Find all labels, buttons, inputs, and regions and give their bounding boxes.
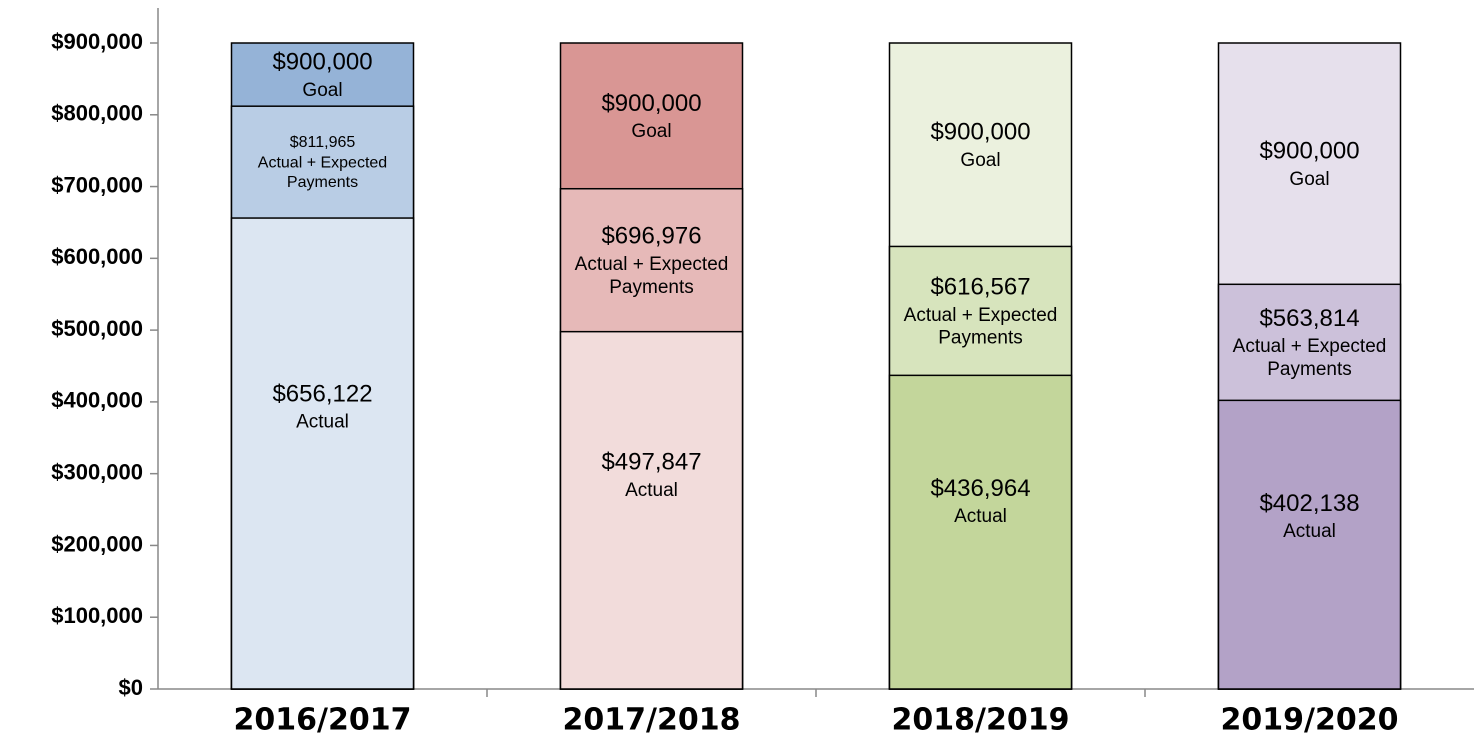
y-tick-label: $700,000 bbox=[51, 172, 143, 197]
data-label: $900,000 bbox=[601, 90, 701, 117]
y-tick-label: $400,000 bbox=[51, 388, 143, 413]
data-label: $656,122 bbox=[272, 380, 372, 407]
y-tick-label: $300,000 bbox=[51, 459, 143, 484]
segment-name: Actual bbox=[296, 412, 349, 433]
bar bbox=[1217, 399, 1402, 690]
segment-name: Actual + Expected Payments bbox=[904, 305, 1058, 349]
label-line: Payments bbox=[938, 328, 1022, 349]
bar bbox=[888, 374, 1073, 690]
data-label: $900,000 bbox=[1259, 138, 1359, 165]
segment-name: Goal bbox=[302, 80, 342, 101]
bar bbox=[230, 217, 415, 690]
data-label: $563,814 bbox=[1259, 305, 1359, 332]
label-line: Payments bbox=[1267, 359, 1351, 380]
segment-name: Actual bbox=[1283, 521, 1336, 542]
x-tick-label: 2019/2020 bbox=[1221, 703, 1399, 738]
segment-name: Actual + Expected Payments bbox=[258, 155, 387, 191]
segment-name: Actual + Expected Payments bbox=[1233, 336, 1387, 380]
y-tick-label: $200,000 bbox=[51, 531, 143, 556]
data-label: $497,847 bbox=[601, 449, 701, 476]
data-label: $900,000 bbox=[272, 49, 372, 76]
segment-name: Goal bbox=[1289, 169, 1329, 190]
y-tick-label: $800,000 bbox=[51, 101, 143, 126]
segment-name: Actual bbox=[954, 506, 1007, 527]
label-line: Actual + Expected bbox=[258, 155, 387, 172]
bar bbox=[559, 330, 744, 690]
x-tick-label: 2017/2018 bbox=[563, 703, 741, 738]
data-label: $696,976 bbox=[601, 223, 701, 250]
data-label: $402,138 bbox=[1259, 490, 1359, 517]
data-label: $436,964 bbox=[930, 475, 1030, 502]
segment-name: Actual + Expected Payments bbox=[575, 254, 729, 298]
y-tick-label: $900,000 bbox=[51, 29, 143, 54]
data-label: $811,965 bbox=[290, 134, 356, 151]
y-tick-label: $0 bbox=[119, 675, 143, 700]
x-tick-label: 2018/2019 bbox=[892, 703, 1070, 738]
label-line: Actual + Expected bbox=[904, 305, 1058, 326]
label-line: Payments bbox=[287, 174, 358, 191]
x-tick-label: 2016/2017 bbox=[234, 703, 412, 738]
segment-name: Actual bbox=[625, 480, 678, 501]
data-label: $616,567 bbox=[930, 273, 1030, 300]
label-line: Payments bbox=[609, 277, 693, 298]
label-line: Actual + Expected bbox=[575, 254, 729, 275]
y-tick-label: $600,000 bbox=[51, 244, 143, 269]
data-label: $900,000 bbox=[930, 119, 1030, 146]
segment-name: Goal bbox=[631, 121, 671, 142]
y-tick-label: $500,000 bbox=[51, 316, 143, 341]
label-line: Actual + Expected bbox=[1233, 336, 1387, 357]
y-tick-label: $100,000 bbox=[51, 603, 143, 628]
segment-name: Goal bbox=[960, 150, 1000, 171]
